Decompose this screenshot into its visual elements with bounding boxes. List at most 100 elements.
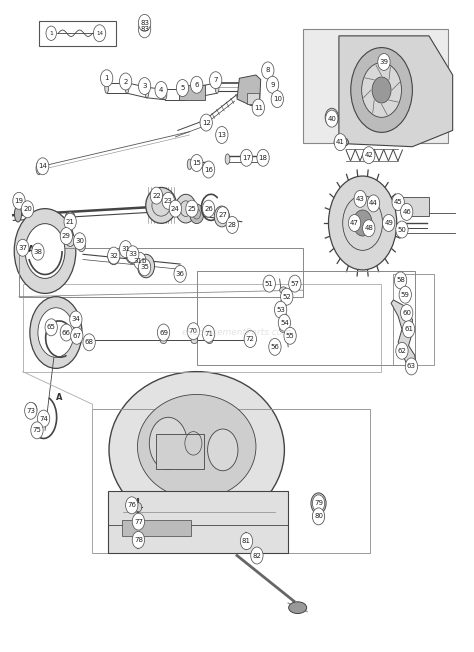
Circle shape	[401, 304, 413, 321]
Circle shape	[174, 265, 186, 282]
Circle shape	[72, 331, 82, 344]
Bar	[122, 520, 191, 536]
Text: 59: 59	[401, 291, 410, 298]
Text: 13: 13	[218, 132, 226, 138]
Circle shape	[149, 417, 187, 469]
Circle shape	[25, 402, 37, 419]
Circle shape	[378, 53, 390, 70]
Text: 36: 36	[176, 271, 184, 277]
Ellipse shape	[191, 337, 198, 344]
Text: 41: 41	[336, 139, 345, 145]
Circle shape	[36, 158, 49, 175]
Circle shape	[126, 248, 137, 263]
Text: 49: 49	[384, 220, 393, 226]
Text: 66: 66	[62, 329, 71, 336]
Text: 65: 65	[47, 324, 55, 331]
Text: 58: 58	[396, 277, 405, 284]
Circle shape	[65, 233, 75, 246]
Text: 46: 46	[402, 209, 411, 215]
Circle shape	[404, 306, 410, 314]
Text: 14: 14	[38, 163, 47, 170]
Circle shape	[312, 495, 325, 512]
Ellipse shape	[206, 337, 213, 344]
Text: 23: 23	[164, 198, 173, 204]
Text: 75: 75	[33, 427, 41, 434]
Text: A: A	[27, 244, 34, 254]
Circle shape	[83, 334, 95, 351]
Ellipse shape	[109, 372, 284, 528]
Polygon shape	[237, 75, 261, 106]
Circle shape	[217, 207, 229, 224]
Bar	[23, 284, 381, 372]
Text: 25: 25	[188, 205, 196, 212]
Circle shape	[392, 194, 404, 211]
Text: 48: 48	[365, 225, 373, 231]
Circle shape	[135, 517, 142, 526]
Circle shape	[78, 241, 85, 252]
Text: 12: 12	[202, 119, 210, 126]
Ellipse shape	[160, 337, 167, 344]
Circle shape	[191, 155, 203, 171]
Circle shape	[266, 76, 279, 93]
Circle shape	[187, 323, 200, 340]
Text: 4: 4	[159, 87, 164, 93]
Circle shape	[137, 254, 155, 278]
Text: 53: 53	[276, 306, 285, 313]
Text: 52: 52	[283, 293, 291, 300]
Text: 47: 47	[350, 220, 359, 226]
Circle shape	[353, 210, 372, 236]
Circle shape	[135, 503, 142, 512]
Bar	[156, 434, 204, 469]
Text: 50: 50	[398, 226, 406, 233]
Ellipse shape	[215, 83, 219, 93]
Circle shape	[202, 161, 215, 178]
Circle shape	[119, 73, 132, 90]
Bar	[303, 29, 448, 143]
Circle shape	[214, 206, 229, 227]
Text: 71: 71	[204, 331, 213, 337]
Circle shape	[150, 187, 163, 204]
Circle shape	[64, 213, 76, 230]
Text: 73: 73	[27, 408, 35, 414]
Text: 60: 60	[402, 310, 411, 316]
Ellipse shape	[225, 154, 230, 164]
Bar	[247, 93, 259, 104]
Circle shape	[46, 26, 56, 40]
Circle shape	[134, 252, 146, 269]
Circle shape	[289, 275, 301, 292]
Circle shape	[334, 134, 346, 151]
Circle shape	[401, 203, 413, 220]
Circle shape	[37, 410, 50, 427]
Circle shape	[138, 14, 151, 31]
Circle shape	[132, 531, 145, 548]
Ellipse shape	[36, 162, 42, 175]
Ellipse shape	[65, 212, 75, 221]
Text: 83: 83	[140, 26, 149, 33]
Circle shape	[394, 272, 407, 289]
Ellipse shape	[187, 159, 192, 170]
Circle shape	[396, 342, 408, 359]
Ellipse shape	[334, 137, 348, 147]
Text: 16: 16	[204, 166, 213, 173]
Text: eReplacementParts.com: eReplacementParts.com	[182, 328, 292, 337]
Circle shape	[108, 249, 119, 265]
Text: 63: 63	[407, 363, 416, 370]
Bar	[401, 197, 429, 216]
Text: 8: 8	[265, 67, 270, 74]
Circle shape	[70, 311, 82, 328]
Text: 76: 76	[128, 502, 136, 509]
Circle shape	[132, 513, 145, 530]
Text: 33: 33	[128, 251, 137, 258]
Text: 28: 28	[228, 222, 237, 228]
Text: 72: 72	[246, 336, 255, 342]
Circle shape	[348, 215, 361, 231]
Text: 43: 43	[356, 196, 365, 202]
Circle shape	[71, 327, 83, 344]
Ellipse shape	[280, 326, 287, 333]
Circle shape	[138, 21, 151, 38]
Circle shape	[399, 286, 411, 303]
Circle shape	[14, 209, 76, 293]
Circle shape	[313, 509, 324, 524]
Text: 42: 42	[365, 152, 373, 158]
Text: 70: 70	[189, 328, 198, 334]
